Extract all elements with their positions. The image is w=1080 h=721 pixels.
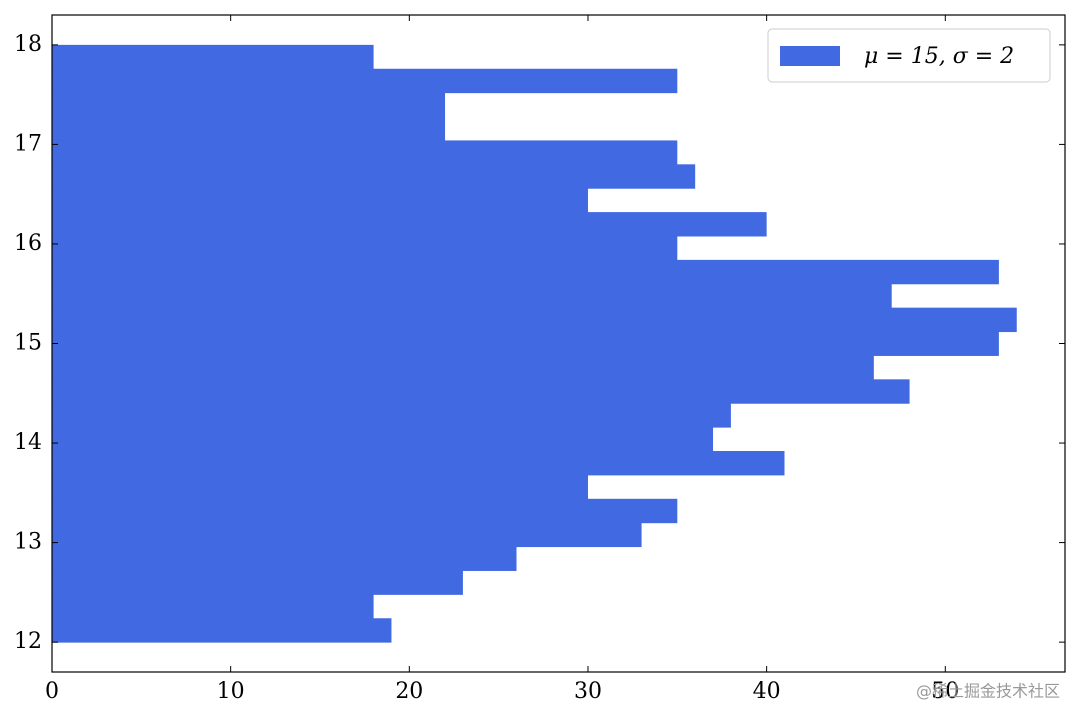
- x-tick-label: 40: [753, 679, 781, 704]
- bar: [52, 44, 374, 70]
- bar: [52, 235, 678, 261]
- bar: [52, 427, 714, 452]
- legend-box: [767, 28, 1051, 83]
- y-tick-label: 12: [14, 629, 42, 654]
- legend-label: μ = 15, σ = 2: [864, 44, 1014, 69]
- bar: [52, 451, 785, 476]
- bar: [52, 164, 696, 189]
- bar: [52, 259, 999, 285]
- x-tick-label: 10: [217, 679, 245, 704]
- bar: [52, 355, 874, 380]
- bar: [52, 546, 517, 571]
- bar: [52, 474, 588, 500]
- y-tick-label: 18: [14, 32, 42, 57]
- bar: [52, 618, 392, 643]
- bar: [52, 92, 446, 118]
- bar: [52, 403, 731, 428]
- y-tick-label: 16: [14, 231, 42, 256]
- watermark: @稀土掘金技术社区: [916, 682, 1060, 701]
- legend-swatch: [780, 46, 840, 66]
- bar: [52, 594, 374, 619]
- x-tick-label: 30: [574, 679, 602, 704]
- bar: [52, 116, 446, 141]
- bar: [52, 307, 1017, 333]
- x-tick-label: 20: [395, 679, 423, 704]
- bar: [52, 379, 910, 404]
- y-tick-label: 14: [14, 430, 42, 455]
- bar: [52, 522, 642, 548]
- x-tick-label: 0: [45, 679, 59, 704]
- bar: [52, 498, 678, 524]
- y-tick-label: 17: [14, 131, 42, 156]
- y-tick-label: 13: [14, 530, 42, 555]
- bar: [52, 68, 678, 94]
- bar: [52, 570, 463, 595]
- bar: [52, 140, 678, 165]
- y-tick-label: 15: [14, 331, 42, 356]
- bar: [52, 188, 588, 213]
- bar: [52, 331, 999, 356]
- bar: [52, 212, 767, 237]
- bar: [52, 283, 892, 309]
- x-tick-label: 50: [931, 679, 959, 704]
